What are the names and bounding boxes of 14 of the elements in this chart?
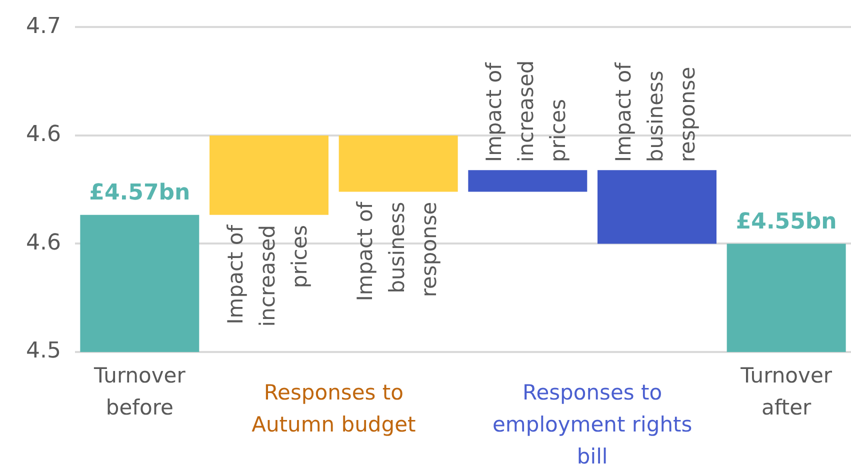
y-tick-label: 4.6 [26,230,61,256]
x-tick-label: Impact of increased prices [223,224,312,327]
data-label: £4.55bn [736,209,837,234]
data-label: £4.57bn [89,180,190,206]
y-tick-label: 4.6 [26,122,61,148]
text: Responses to Autumn budget [252,380,416,436]
x-tick-label: Impact of increased prices [482,60,570,162]
text: Responses to employment rights bill [492,380,692,468]
x-tick-label: Impact of business response [352,201,441,302]
x-tick-label: Turnover after [740,363,832,420]
x-tick-label: Turnover before [92,363,186,420]
y-tick-label: 4.7 [26,14,61,39]
y-tick-label: 4.5 [26,338,61,364]
x-tick-label: Impact of business response [611,62,700,162]
